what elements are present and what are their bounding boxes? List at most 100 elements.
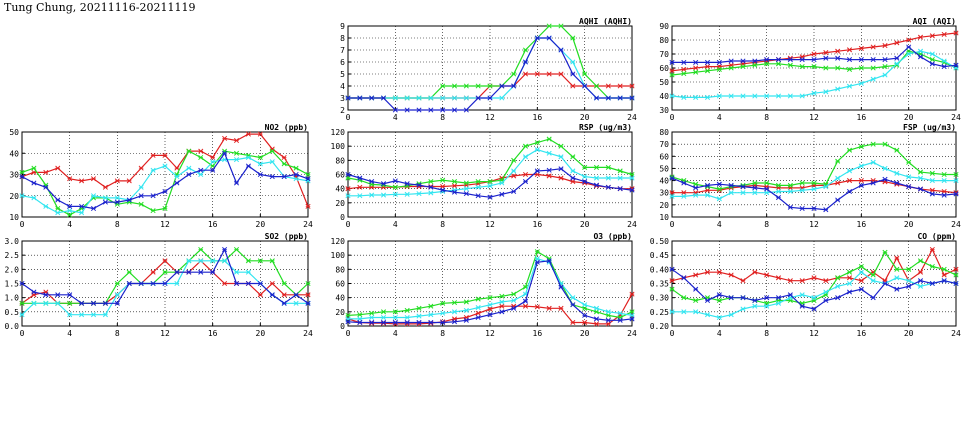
y-tick-label: 100 [331, 251, 346, 260]
data-point-blue [787, 204, 793, 210]
data-point-blue [222, 150, 228, 156]
data-point-cyan [43, 300, 49, 306]
data-point-cyan [487, 183, 493, 189]
data-point-cyan [799, 93, 805, 99]
data-point-green [787, 62, 793, 68]
y-tick-label: 0.35 [650, 280, 669, 289]
data-point-blue [305, 300, 311, 306]
data-point-cyan [570, 59, 576, 65]
x-tick-label: 20 [580, 329, 590, 338]
data-point-green [941, 171, 947, 178]
data-point-blue [953, 62, 959, 68]
x-tick-label: 4 [67, 329, 72, 338]
data-point-blue [416, 319, 422, 326]
data-point-blue [345, 171, 351, 178]
data-point-red [43, 169, 49, 175]
data-point-cyan [775, 93, 782, 99]
data-point-red [953, 266, 959, 272]
data-point-cyan [669, 193, 675, 199]
data-point-blue [570, 302, 576, 308]
y-tick-label: 40 [659, 177, 669, 186]
y-tick-label: 70 [659, 140, 669, 149]
data-point-blue [752, 185, 758, 191]
data-point-red [811, 51, 817, 57]
data-point-cyan [428, 95, 434, 101]
data-point-cyan [269, 159, 275, 165]
data-point-green [823, 65, 829, 71]
data-point-cyan [102, 195, 108, 201]
data-point-red [704, 269, 711, 275]
data-point-cyan [534, 147, 540, 153]
x-tick-label: 16 [857, 220, 867, 229]
data-point-cyan [451, 309, 458, 315]
data-point-blue [811, 57, 817, 63]
data-point-red [150, 152, 156, 158]
data-point-blue [570, 71, 576, 77]
data-point-blue [451, 107, 458, 113]
y-tick-label: 80 [335, 156, 345, 165]
data-point-blue [894, 286, 900, 292]
data-point-cyan [558, 154, 564, 160]
data-point-green [669, 286, 675, 292]
data-point-cyan [953, 178, 959, 184]
data-point-green [293, 165, 299, 171]
data-point-green [305, 280, 311, 287]
data-point-green [511, 71, 517, 77]
data-point-red [858, 45, 864, 51]
data-point-red [428, 320, 434, 326]
data-point-green [463, 299, 469, 305]
data-point-cyan [380, 192, 387, 198]
x-tick-label: 20 [904, 113, 914, 122]
data-point-blue [475, 314, 481, 321]
data-point-blue [546, 258, 552, 264]
data-point-blue [67, 292, 73, 298]
data-point-green [681, 295, 687, 301]
data-point-red [811, 275, 817, 281]
data-point-blue [369, 179, 375, 185]
data-point-green [787, 182, 793, 188]
data-point-blue [546, 35, 552, 41]
data-point-cyan [693, 192, 699, 198]
data-point-green [693, 69, 699, 75]
data-point-cyan [858, 163, 864, 169]
data-point-red [835, 48, 841, 54]
x-tick-label: 0 [346, 329, 351, 338]
data-point-blue [704, 297, 711, 304]
data-point-blue [775, 295, 782, 301]
data-point-blue [787, 292, 793, 298]
data-point-red [787, 278, 793, 284]
data-point-cyan [740, 306, 746, 312]
data-point-green [906, 159, 912, 165]
data-point-green [19, 300, 25, 306]
data-point-red [222, 135, 228, 141]
data-point-cyan [681, 309, 687, 315]
data-point-green [617, 168, 623, 174]
data-point-cyan [693, 309, 699, 315]
data-point-cyan [440, 95, 446, 101]
data-point-green [138, 201, 144, 207]
data-point-cyan [546, 150, 552, 156]
y-tick-label: 60 [659, 152, 669, 161]
chart-panel-aqhi: 0 4 8 12 16 20 24 2 3 4 5 6 7 8 9 AQHI (AQHI) [340, 17, 637, 122]
data-point-cyan [929, 178, 935, 184]
data-point-cyan [31, 300, 37, 306]
y-tick-label: 0.45 [650, 251, 669, 260]
data-point-cyan [752, 93, 758, 99]
data-point-red [917, 269, 924, 275]
data-point-green [19, 169, 25, 175]
data-point-green [198, 154, 204, 161]
data-point-green [846, 66, 853, 72]
data-point-cyan [19, 193, 25, 199]
data-point-red [114, 178, 120, 184]
y-tick-label: 0.40 [650, 265, 669, 274]
data-point-red [929, 33, 935, 39]
data-point-blue [704, 182, 711, 188]
data-point-blue [428, 107, 434, 113]
data-point-blue [67, 203, 73, 209]
data-point-cyan [617, 175, 623, 181]
data-point-green [704, 68, 711, 74]
data-point-green [67, 300, 73, 306]
data-point-red [369, 320, 375, 326]
data-point-blue [451, 189, 458, 195]
data-point-blue [150, 193, 156, 199]
